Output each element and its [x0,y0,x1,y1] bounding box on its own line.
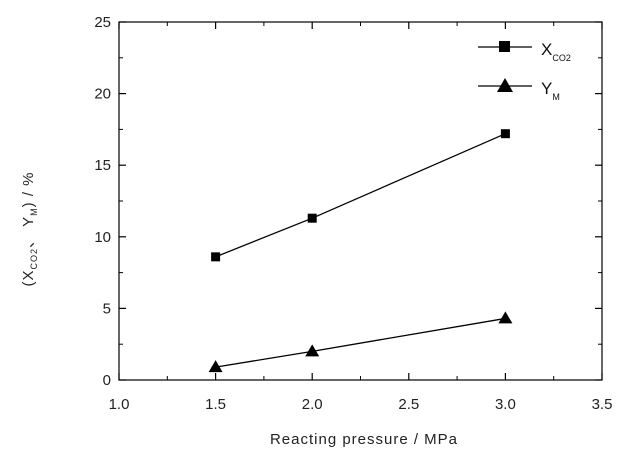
x-axis-title: Reacting pressure / MPa [270,431,458,448]
y-tick-label: 20 [94,86,111,103]
y-axis-title-part2: 、 Y [20,216,37,248]
data-point-triangle [208,360,223,373]
x-axis-ticks: 1.0 1.5 2.0 2.5 3.0 3.5 [109,22,613,413]
legend: XCO2 YM [478,40,571,102]
svg-text:(XCO2、 YM) / %: (XCO2、 YM) / % [20,171,39,286]
data-point-triangle [498,311,513,324]
legend-item-x-co2: XCO2 [478,40,571,63]
series-layer [208,129,513,373]
data-point-triangle [305,344,320,357]
legend-label-x-sub: CO2 [552,53,571,63]
y-axis-title-sub2: M [29,207,39,216]
x-tick-label: 3.0 [495,396,516,413]
series-line-y-m [215,317,506,368]
y-axis-ticks: 0 5 10 15 20 25 [94,14,602,389]
y-tick-label: 0 [103,372,111,389]
x-tick-label: 1.0 [109,396,130,413]
plot-frame [118,21,603,381]
x-tick-label: 3.5 [592,396,613,413]
legend-item-y-m: YM [478,78,560,102]
y-tick-label: 25 [94,14,111,31]
y-tick-label: 5 [103,300,111,317]
x-tick-label: 2.5 [398,396,419,413]
y-axis-title-part1: (X [20,270,37,287]
legend-label-y-sub: M [552,92,560,102]
y-axis-title-end: ) / % [20,171,37,207]
legend-label-y: Y [541,79,552,98]
svg-text:XCO2: XCO2 [541,40,571,63]
y-tick-label: 15 [94,157,111,174]
svg-text:YM: YM [541,79,560,102]
series-line-x-co2 [215,133,506,258]
y-tick-label: 10 [94,229,111,246]
y-axis-title: (XCO2、 YM) / % [20,171,39,286]
legend-label-x: X [541,40,552,59]
x-tick-label: 1.5 [205,396,226,413]
data-point-square [211,252,221,262]
data-point-square [500,129,510,139]
legend-marker-triangle [497,78,513,92]
plot-border [118,21,603,381]
data-point-square [307,213,317,223]
legend-marker-square [499,41,510,52]
y-axis-title-sub1: CO2 [29,248,39,270]
x-tick-label: 2.0 [302,396,323,413]
